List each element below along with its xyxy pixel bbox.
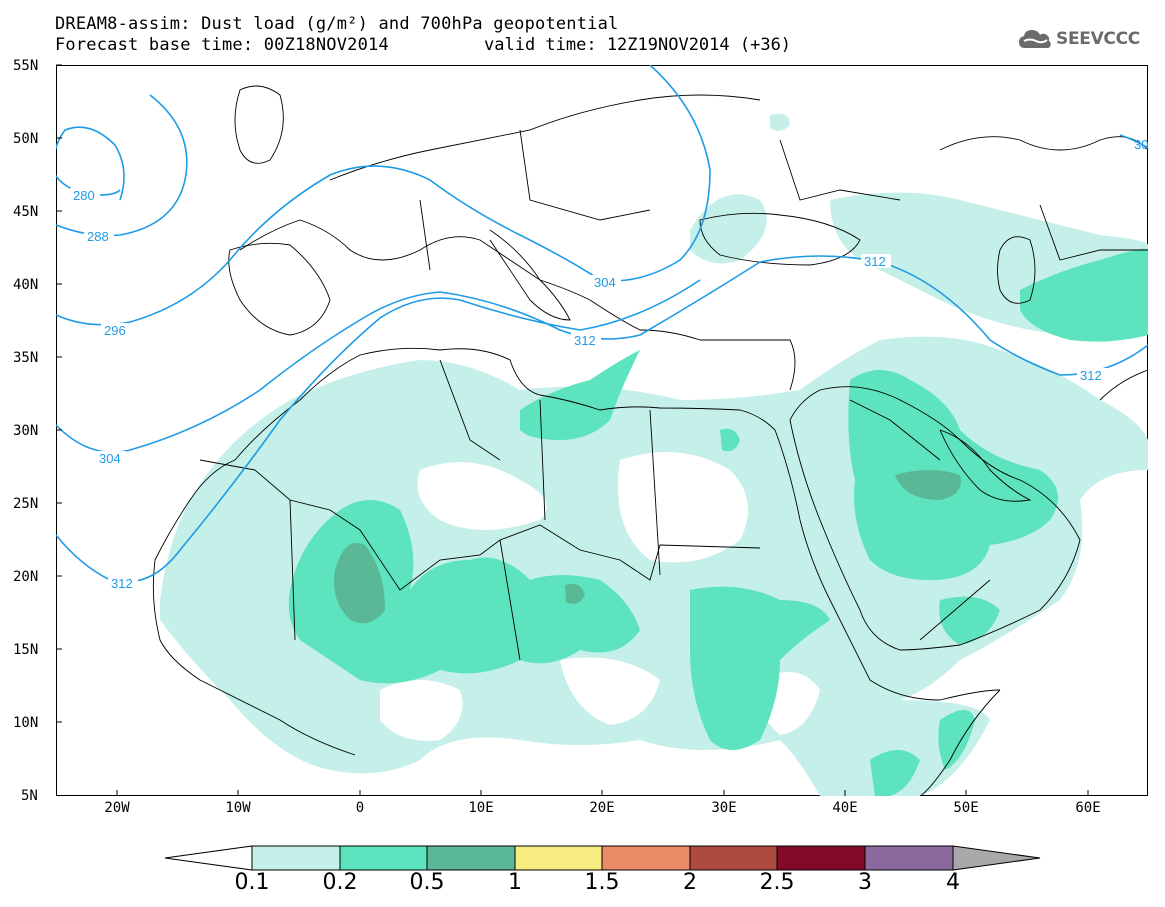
lon-label-20e: 20E: [589, 800, 615, 816]
lon-label-60e: 60E: [1075, 800, 1101, 816]
legend-label-0-5: 0.5: [409, 870, 445, 895]
contour-label-30: 30: [1134, 137, 1148, 152]
lat-label-5n: 5N: [21, 788, 38, 804]
legend-label-3: 3: [858, 870, 872, 895]
legend-label-1-5: 1.5: [584, 870, 620, 895]
legend-swatch-5: [601, 845, 691, 871]
lon-label-50e: 50E: [953, 800, 979, 816]
legend-label-0-2: 0.2: [322, 870, 358, 895]
legend-swatch-6: [689, 845, 778, 871]
seevccc-logo: SEEVCCC: [1018, 28, 1140, 50]
contour-label-304: 304: [99, 451, 121, 466]
lat-label-55n: 55N: [13, 58, 39, 74]
lat-label-20n: 20N: [13, 569, 39, 585]
lon-label-10e: 10E: [468, 800, 494, 816]
lon-label-30e: 30E: [711, 800, 737, 816]
logo-text: SEEVCCC: [1056, 29, 1140, 49]
legend-swatch-8: [864, 845, 954, 871]
axis-ticks: [56, 64, 1089, 796]
legend-swatch-2: [339, 845, 428, 871]
forecast-base-time: Forecast base time: 00Z18NOV2014: [55, 35, 389, 55]
contour-label-280: 280: [73, 188, 95, 203]
lat-label-45n: 45N: [13, 204, 39, 220]
legend-label-4: 4: [946, 870, 960, 895]
dust-free-areas: [380, 452, 820, 741]
contour-label-312-mid: 312: [574, 333, 596, 348]
lon-label-10w: 10W: [225, 800, 251, 816]
contour-label-288: 288: [87, 229, 109, 244]
dust-level-3-areas: [334, 470, 961, 624]
legend-swatch-3: [426, 845, 516, 871]
lat-label-15n: 15N: [13, 642, 39, 658]
lat-label-25n: 25N: [13, 496, 39, 512]
lon-label-40e: 40E: [832, 800, 858, 816]
contour-labels: 280 288 296 304 312 304 312 312 312 30: [70, 137, 1148, 591]
lat-label-40n: 40N: [13, 277, 39, 293]
legend-label-0-1: 0.1: [234, 870, 270, 895]
lat-label-35n: 35N: [13, 350, 39, 366]
map-title: DREAM8-assim: Dust load (g/m²) and 700hP…: [55, 14, 619, 34]
coastlines: [152, 85, 1148, 796]
legend-swatch-4: [514, 845, 603, 871]
contour-label-296: 296: [104, 323, 126, 338]
lon-label-0: 0: [355, 800, 365, 816]
legend-high-arrow: [952, 845, 1041, 871]
contour-label-312: 312: [111, 576, 133, 591]
contour-label-312-far-east: 312: [1080, 368, 1102, 383]
legend-swatch-1: [251, 845, 341, 871]
lat-label-50n: 50N: [13, 131, 39, 147]
contour-label-312-east: 312: [864, 254, 886, 269]
legend-label-1: 1: [508, 870, 522, 895]
legend-label-2: 2: [683, 870, 697, 895]
color-legend: [164, 845, 1041, 871]
contour-label-304-east: 304: [594, 275, 616, 290]
legend-low-arrow: [164, 845, 253, 871]
valid-time: valid time: 12Z19NOV2014 (+36): [484, 35, 792, 55]
lat-label-30n: 30N: [13, 423, 39, 439]
cloud-logo-icon: [1019, 30, 1051, 48]
lat-label-10n: 10N: [13, 715, 39, 731]
lon-label-20w: 20W: [104, 800, 130, 816]
legend-label-2-5: 2.5: [759, 870, 795, 895]
legend-swatch-7: [776, 845, 866, 871]
